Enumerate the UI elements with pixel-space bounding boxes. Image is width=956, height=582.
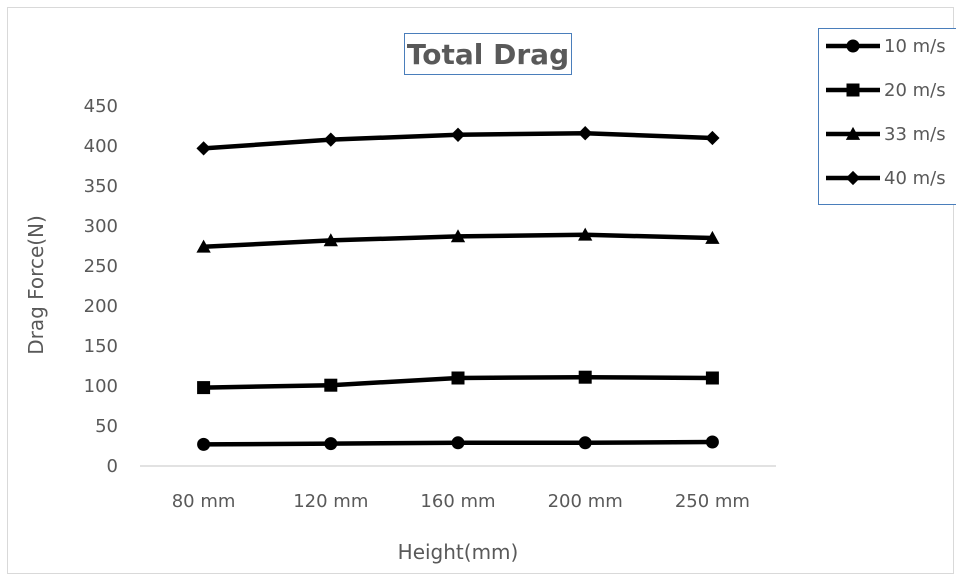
x-tick-label: 200 mm [548,491,623,512]
x-axis-title: Height(mm) [398,540,519,564]
series-20-m-s [197,371,719,394]
chart-title: Total Drag [407,38,569,71]
data-point-marker [452,436,465,449]
data-point-marker [324,379,337,392]
y-tick-label: 300 [84,216,118,237]
data-point-marker [452,372,465,385]
y-tick-label: 150 [84,336,118,357]
data-point-marker [706,436,719,449]
data-point-marker [196,141,210,155]
series-33-m-s [196,228,719,253]
y-tick-label: 0 [107,456,118,477]
legend-label: 40 m/s [884,168,946,189]
series-layer [196,126,719,451]
y-tick-label: 450 [84,96,118,117]
y-tick-label: 400 [84,136,118,157]
data-point-marker [197,438,210,451]
y-tick-labels: 0 50 100 150 200 250 300 350 400 450 [84,96,118,477]
y-tick-label: 200 [84,296,118,317]
data-point-marker [324,437,337,450]
y-tick-label: 50 [95,416,118,437]
legend-label: 33 m/s [884,124,946,145]
data-point-marker [579,436,592,449]
data-point-marker [705,131,719,145]
data-point-marker [579,371,592,384]
series-40-m-s [196,126,719,156]
y-tick-label: 350 [84,176,118,197]
chart-title-box: Total Drag [405,34,572,75]
data-point-marker [451,128,465,142]
y-tick-label: 250 [84,256,118,277]
data-point-marker [197,381,210,394]
data-point-marker [847,84,860,97]
x-tick-label: 250 mm [675,491,750,512]
legend-label: 10 m/s [884,36,946,57]
data-point-marker [324,132,338,146]
legend: 10 m/s 20 m/s 33 m/s 40 m/s [819,29,956,205]
legend-label: 20 m/s [884,80,946,101]
data-point-marker [847,40,860,53]
y-axis-title: Drag Force(N) [24,215,48,355]
x-tick-label: 160 mm [420,491,495,512]
x-tick-label: 120 mm [293,491,368,512]
data-point-marker [706,372,719,385]
data-point-marker [578,126,592,140]
chart-frame [8,8,954,574]
y-tick-label: 100 [84,376,118,397]
x-tick-labels: 80 mm 120 mm 160 mm 200 mm 250 mm [172,491,750,512]
x-tick-label: 80 mm [172,491,236,512]
series-10-m-s [197,436,719,451]
